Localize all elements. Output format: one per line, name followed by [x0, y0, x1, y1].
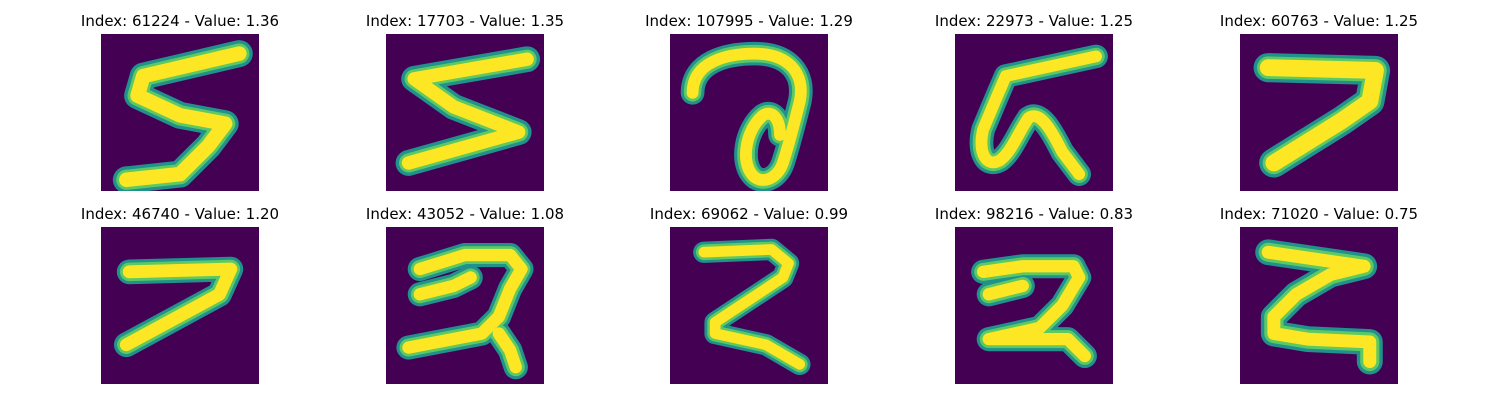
digit-image [955, 34, 1113, 191]
panel-title: Index: 43052 - Value: 1.08 [365, 205, 565, 223]
panel-title: Index: 60763 - Value: 1.25 [1219, 12, 1419, 30]
digit-panel: Index: 98216 - Value: 0.83 [914, 205, 1154, 395]
digit-panel: Index: 69062 - Value: 0.99 [629, 205, 869, 395]
digit-image [670, 34, 828, 191]
panel-title: Index: 71020 - Value: 0.75 [1219, 205, 1419, 223]
digit-panel: Index: 22973 - Value: 1.25 [914, 12, 1154, 202]
panel-title: Index: 98216 - Value: 0.83 [934, 205, 1134, 223]
digit-image [1240, 34, 1398, 191]
digit-image [386, 34, 544, 191]
digit-panel: Index: 71020 - Value: 0.75 [1199, 205, 1439, 395]
panel-title: Index: 46740 - Value: 1.20 [80, 205, 280, 223]
digit-image [101, 227, 259, 384]
panel-title: Index: 69062 - Value: 0.99 [649, 205, 849, 223]
digit-panel: Index: 46740 - Value: 1.20 [60, 205, 300, 395]
digit-image [670, 227, 828, 384]
digit-panel: Index: 17703 - Value: 1.35 [345, 12, 585, 202]
digit-image [1240, 227, 1398, 384]
digit-image [101, 34, 259, 191]
digit-panel: Index: 43052 - Value: 1.08 [345, 205, 585, 395]
panel-title: Index: 22973 - Value: 1.25 [934, 12, 1134, 30]
panel-title: Index: 61224 - Value: 1.36 [80, 12, 280, 30]
digit-panel: Index: 60763 - Value: 1.25 [1199, 12, 1439, 202]
digit-panel: Index: 107995 - Value: 1.29 [629, 12, 869, 202]
panel-title: Index: 107995 - Value: 1.29 [645, 12, 853, 30]
panel-title: Index: 17703 - Value: 1.35 [365, 12, 565, 30]
digit-image [955, 227, 1113, 384]
digit-image [386, 227, 544, 384]
digit-panel: Index: 61224 - Value: 1.36 [60, 12, 300, 202]
